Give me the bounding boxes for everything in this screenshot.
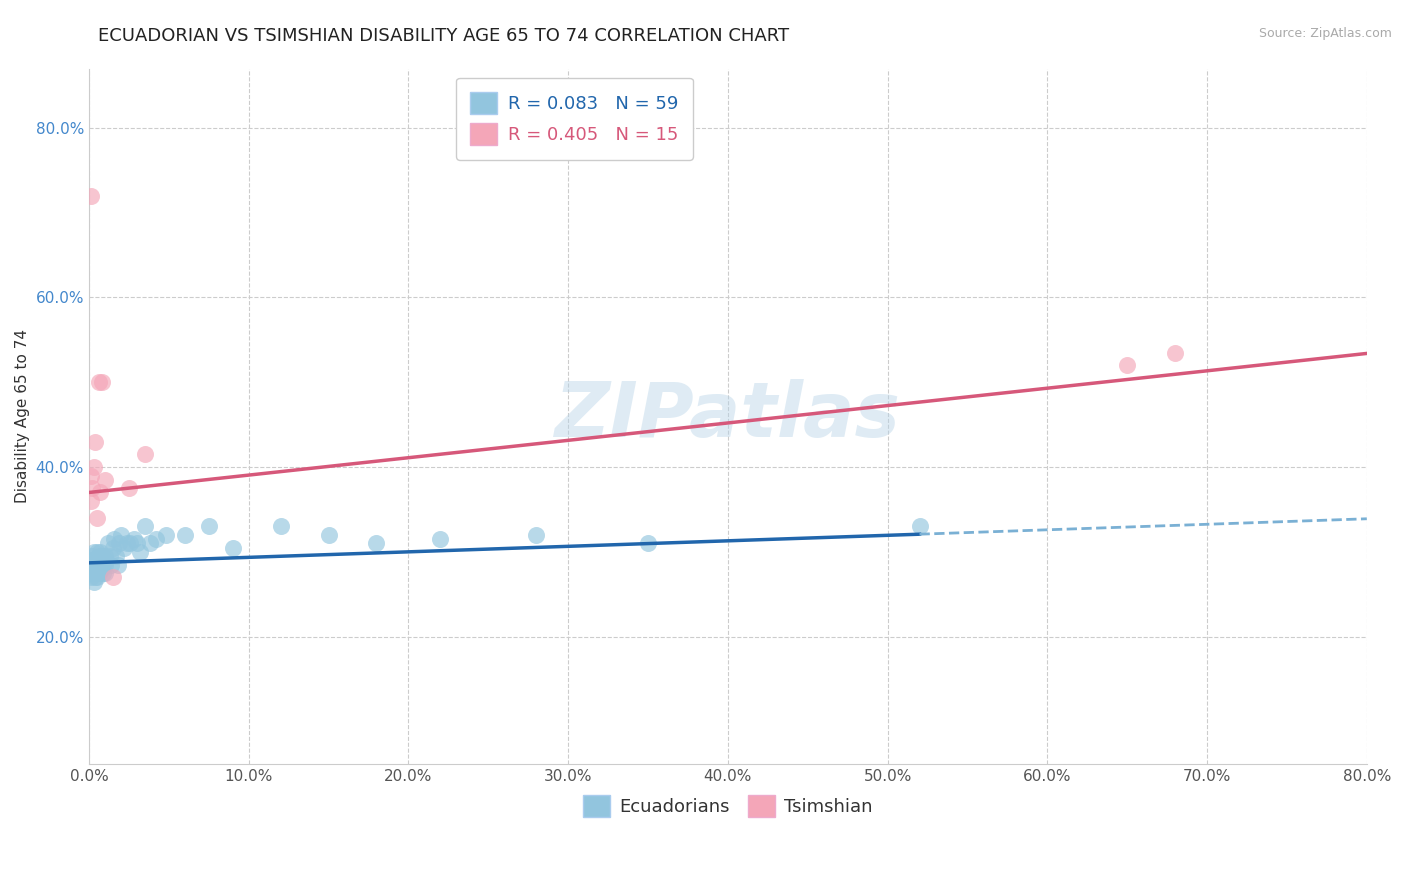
Point [270,519,292,533]
Point [90,562,112,576]
Point [83,566,105,580]
Point [84,570,107,584]
Point [173,528,195,542]
Point [87,376,110,390]
Point [129,545,152,559]
Point [94,549,117,563]
Point [524,528,547,542]
Point [83,558,105,572]
Point [91,553,114,567]
Text: Source: ZipAtlas.com: Source: ZipAtlas.com [1258,27,1392,40]
Point [103,532,125,546]
Point [96,553,118,567]
Point [86,545,108,559]
Point [94,566,117,580]
Point [94,473,117,487]
Point [908,519,931,533]
Point [94,558,117,572]
Point [89,485,111,500]
Point [134,519,156,533]
Point [86,570,108,584]
Point [125,536,148,550]
Point [155,528,177,542]
Point [89,545,111,559]
Point [1116,359,1139,373]
Point [82,558,104,572]
Point [105,549,128,563]
Point [84,553,107,567]
Point [138,536,160,550]
Point [145,532,167,546]
Point [117,536,139,550]
Point [82,549,104,563]
Point [97,536,120,550]
Point [79,570,101,584]
Point [101,541,124,555]
Point [87,566,110,580]
Point [90,376,112,390]
Point [91,566,114,580]
Point [118,481,141,495]
Point [83,460,105,475]
Point [84,434,107,449]
Point [86,562,108,576]
Point [134,447,156,461]
Point [197,519,219,533]
Point [120,536,142,550]
Point [107,558,129,572]
Point [84,562,107,576]
Point [98,549,121,563]
Y-axis label: Disability Age 65 to 74: Disability Age 65 to 74 [15,329,30,503]
Point [1164,345,1187,359]
Point [101,570,124,584]
Point [112,541,135,555]
Text: ZIPatlas: ZIPatlas [555,379,901,453]
Point [87,558,110,572]
Point [637,536,659,550]
Point [429,532,451,546]
Point [90,549,112,563]
Point [122,532,145,546]
Point [79,188,101,202]
Point [87,549,110,563]
Point [82,566,104,580]
Point [110,528,132,542]
Point [79,494,101,508]
Point [86,511,108,525]
Point [83,545,105,559]
Point [221,541,243,555]
Point [318,528,340,542]
Point [86,553,108,567]
Point [108,536,131,550]
Point [82,481,104,495]
Point [366,536,388,550]
Point [89,558,111,572]
Point [79,553,101,567]
Legend: Ecuadorians, Tsimshian: Ecuadorians, Tsimshian [576,788,880,824]
Point [79,562,101,576]
Point [100,558,122,572]
Text: ECUADORIAN VS TSIMSHIAN DISABILITY AGE 65 TO 74 CORRELATION CHART: ECUADORIAN VS TSIMSHIAN DISABILITY AGE 6… [98,27,790,45]
Point [83,574,105,589]
Point [79,468,101,483]
